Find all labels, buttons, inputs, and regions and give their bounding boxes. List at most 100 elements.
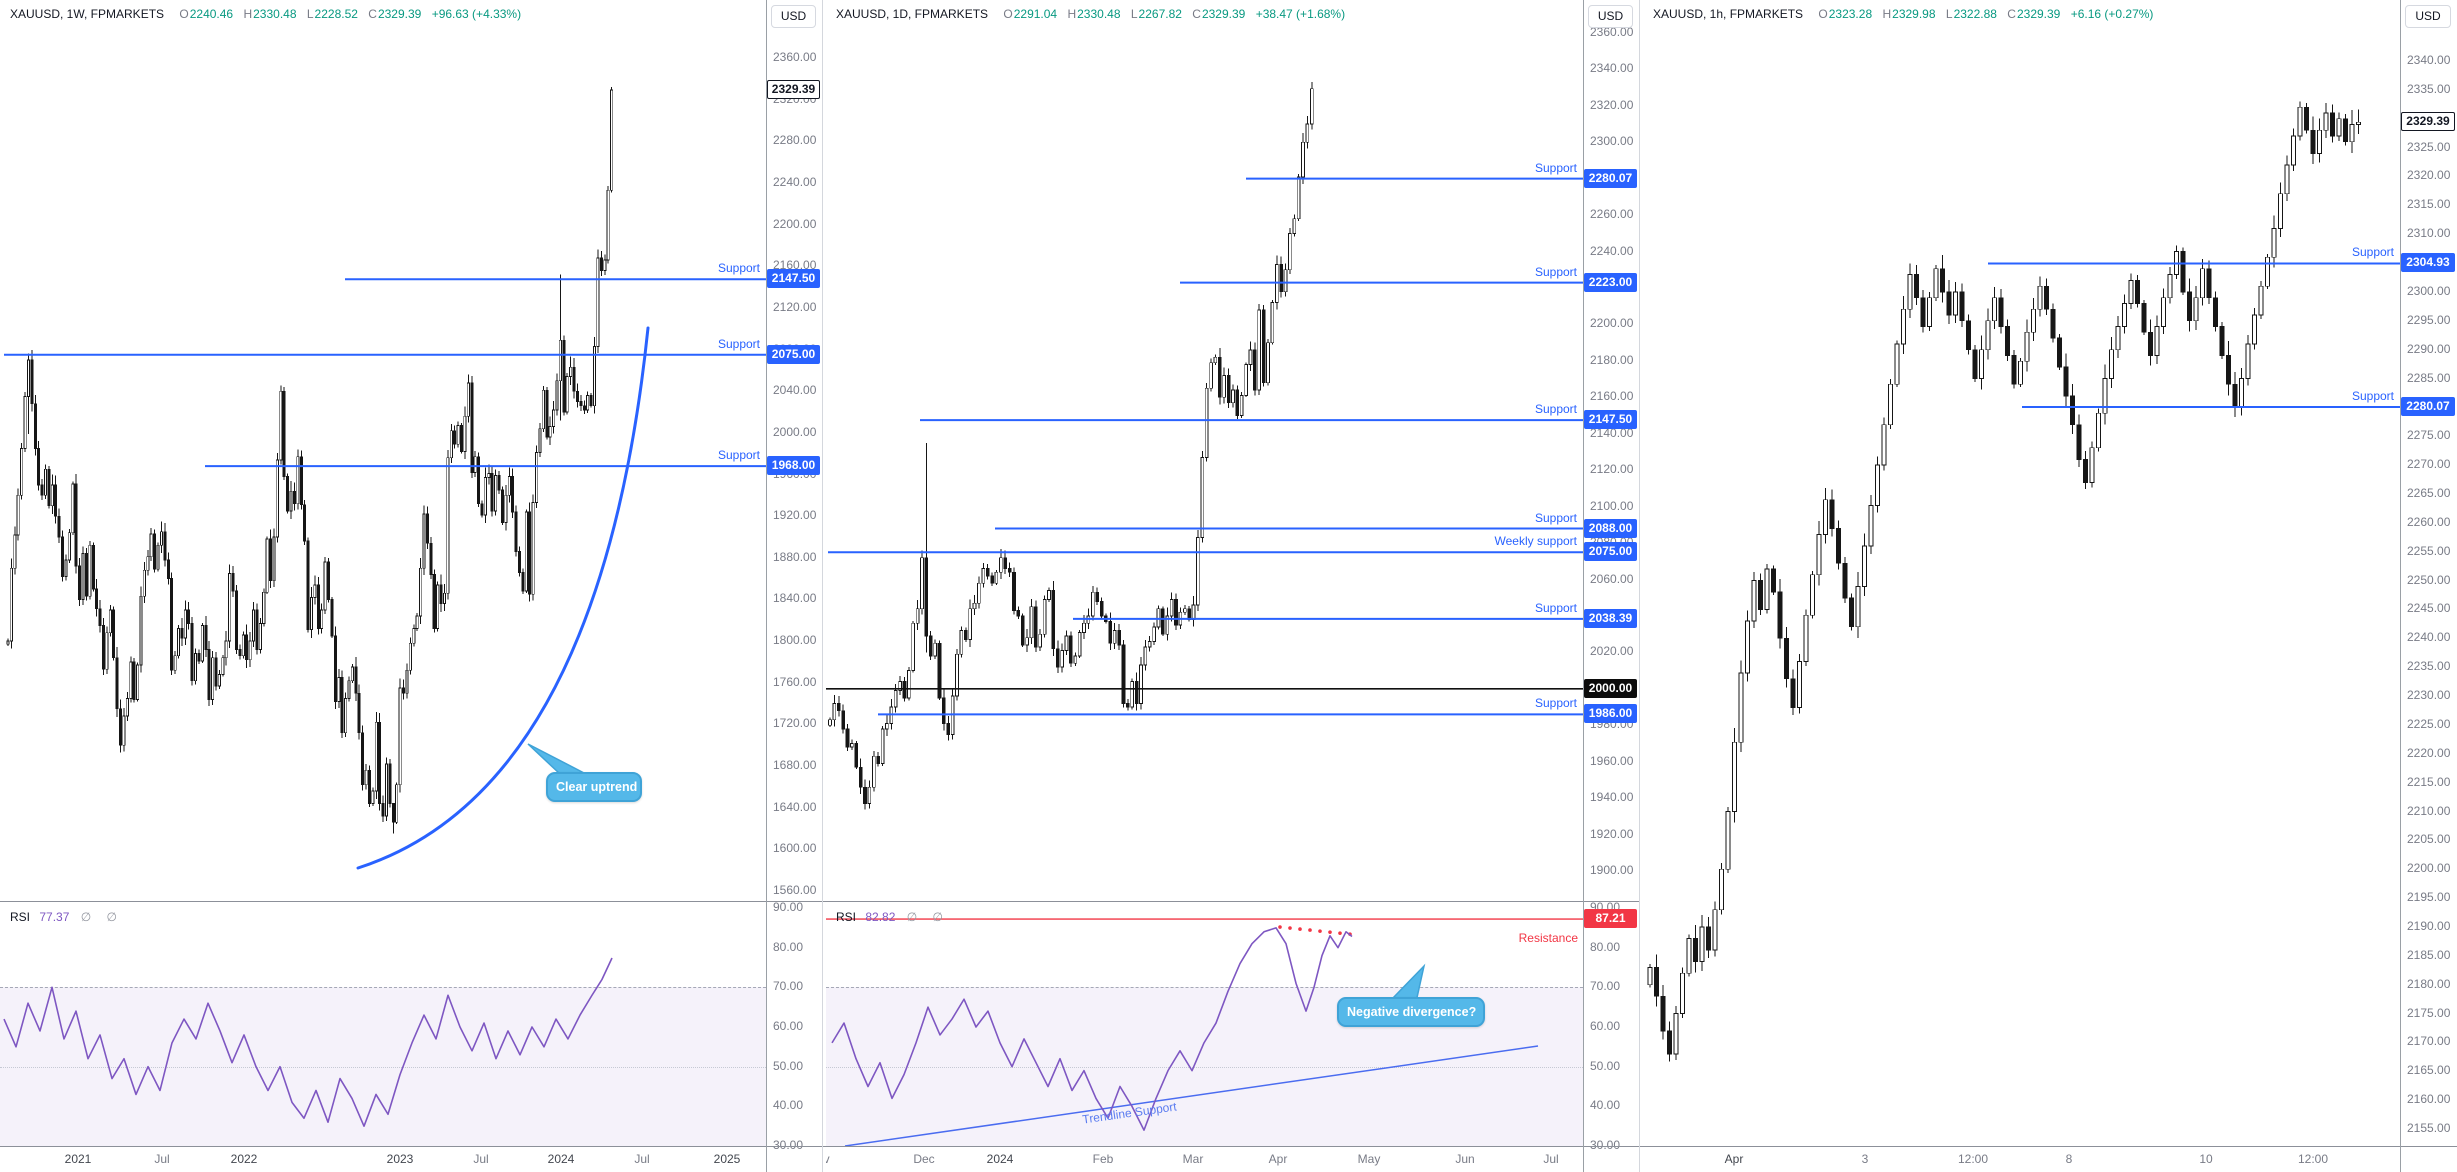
candle-up (920, 557, 924, 610)
price-tick-label: 2340.00 (1590, 61, 1634, 76)
price-tick-label: 2230.00 (2407, 688, 2451, 703)
price-scale-1h[interactable]: USD2340.002335.002330.002325.002320.0023… (2400, 0, 2457, 1172)
candle-down (1007, 568, 1012, 573)
candle-down (425, 513, 429, 544)
candle-up (1907, 274, 1913, 310)
candle-up (1803, 614, 1809, 662)
symbol-legend-hourly[interactable]: XAUUSD, 1h, FPMARKETS O2323.28 H2329.98 … (1653, 7, 2154, 21)
candle-up (200, 625, 204, 662)
candle-up (347, 680, 351, 699)
symbol-title: XAUUSD, 1D, FPMARKETS (836, 7, 989, 21)
candle-up (173, 655, 177, 671)
price-tick-label: 2155.00 (2407, 1121, 2451, 1136)
support-price-badge: 2280.07 (2401, 396, 2455, 416)
rsi-legend-daily[interactable]: RSI 82.82 ∅ ∅ (836, 910, 949, 924)
candle-down (1134, 681, 1139, 704)
candle-up (1152, 626, 1156, 642)
price-tick-label: 1940.00 (1590, 790, 1634, 805)
candle-down (1051, 590, 1056, 650)
currency-usd-button[interactable]: USD (2405, 5, 2451, 28)
candle-up (122, 715, 126, 746)
candle-up (1823, 499, 1828, 535)
candle-up (1292, 218, 1297, 234)
candlestick-series (828, 81, 1314, 810)
bubble-tail (527, 743, 587, 775)
high-value: 2330.48 (253, 7, 297, 21)
candle-up (1810, 574, 1815, 616)
candle-up (313, 584, 317, 598)
candle-down (928, 635, 933, 657)
candle-up (2089, 447, 2095, 483)
candle-up (16, 494, 20, 536)
candle-up (419, 567, 423, 617)
divergence-dot (1338, 931, 1342, 935)
candle-down (2005, 326, 2010, 356)
chart-pane-1h[interactable]: Support Support (1643, 0, 2400, 1146)
price-tick-label: 2020.00 (1590, 644, 1634, 659)
candle-up (2115, 326, 2121, 351)
time-axis-1D[interactable]: Nov Dec 2024 Feb Mar Apr May Jun Jul (826, 1146, 1583, 1172)
symbol-legend-daily[interactable]: XAUUSD, 1D, FPMARKETS O2291.04 H2330.48 … (836, 7, 1346, 21)
candle-down (579, 401, 583, 407)
panel-divider[interactable] (822, 0, 823, 1172)
currency-usd-button[interactable]: USD (1588, 5, 1633, 28)
pane-separator[interactable] (0, 901, 1639, 902)
uptrend-arc[interactable] (356, 326, 650, 870)
low-value: 2322.88 (1953, 7, 1997, 21)
candle-up (176, 628, 180, 657)
candle-up (183, 609, 187, 639)
candle-up (1725, 811, 1731, 870)
candle-down (57, 515, 61, 538)
time-axis-1h[interactable]: Apr 3 12:00 8 10 12:00 (1643, 1146, 2400, 1172)
chart-pane-1D[interactable]: Support Support Support Support Weekly suppo… (826, 0, 1583, 1146)
candle-down (354, 666, 358, 694)
candle-up (1797, 661, 1802, 709)
candle-down (854, 743, 859, 768)
candle-up (524, 511, 528, 592)
level-price-badge: 2000.00 (1584, 678, 1637, 698)
candle-up (405, 669, 409, 694)
candle-up (911, 622, 916, 672)
panel-divider[interactable] (1639, 0, 1640, 1172)
rsi-legend-weekly[interactable]: RSI 77.37 ∅ ∅ (10, 910, 123, 924)
candle-up (548, 426, 552, 438)
time-axis-label: Jul (154, 1152, 170, 1166)
candle-up (593, 346, 597, 407)
candle-up (1073, 655, 1078, 664)
candle-up (2167, 274, 2173, 299)
support-line-label: Support (2351, 245, 2394, 260)
candle-up (487, 473, 491, 479)
divergence-dot (1328, 930, 1332, 934)
time-axis-1W[interactable]: Jul2021Jul20222023Jul2024Jul2025 (0, 1146, 766, 1172)
candle-down (1706, 926, 1711, 951)
candle-down (2063, 366, 2069, 397)
vector-layer-1W (3, 86, 766, 1127)
candle-down (2076, 424, 2082, 460)
rsi-trendline[interactable] (844, 1045, 1539, 1146)
candle-down (282, 390, 286, 477)
price-tick-label: 1640.00 (773, 799, 817, 814)
annotation-clear-uptrend[interactable]: Clear uptrend (546, 772, 642, 802)
candle-up (2193, 297, 2199, 322)
candle-up (2265, 256, 2270, 287)
candle-up (1888, 383, 1893, 426)
price-scale-1D[interactable]: USD2360.002340.002320.002300.002280.0022… (1583, 0, 1639, 1172)
candle-down (429, 542, 433, 575)
candle-down (2187, 291, 2192, 322)
candle-down (95, 588, 99, 610)
candle-up (850, 743, 854, 748)
price-tick-label: 2200.00 (2407, 861, 2451, 876)
candle-down (303, 504, 307, 542)
symbol-legend-weekly[interactable]: XAUUSD, 1W, FPMARKETS O2240.46 H2330.48 … (10, 7, 522, 21)
open-value: 2240.46 (189, 7, 234, 21)
candle-up (1244, 364, 1248, 396)
rsi-tick-label: 30.00 (1590, 1138, 1621, 1152)
annotation-negative-divergence[interactable]: Negative divergence? (1337, 997, 1485, 1027)
candle-down (1012, 571, 1016, 611)
rsi-value: 77.37 (39, 910, 70, 924)
rsi-tick-label: 60.00 (1590, 1019, 1621, 1033)
currency-usd-button[interactable]: USD (771, 5, 816, 28)
chart-pane-1W[interactable]: Support Support Support (0, 0, 766, 1146)
support-price-badge: 2280.07 (1584, 168, 1637, 188)
price-scale-1W[interactable]: USD2360.002320.002280.002240.002200.0021… (766, 0, 822, 1172)
